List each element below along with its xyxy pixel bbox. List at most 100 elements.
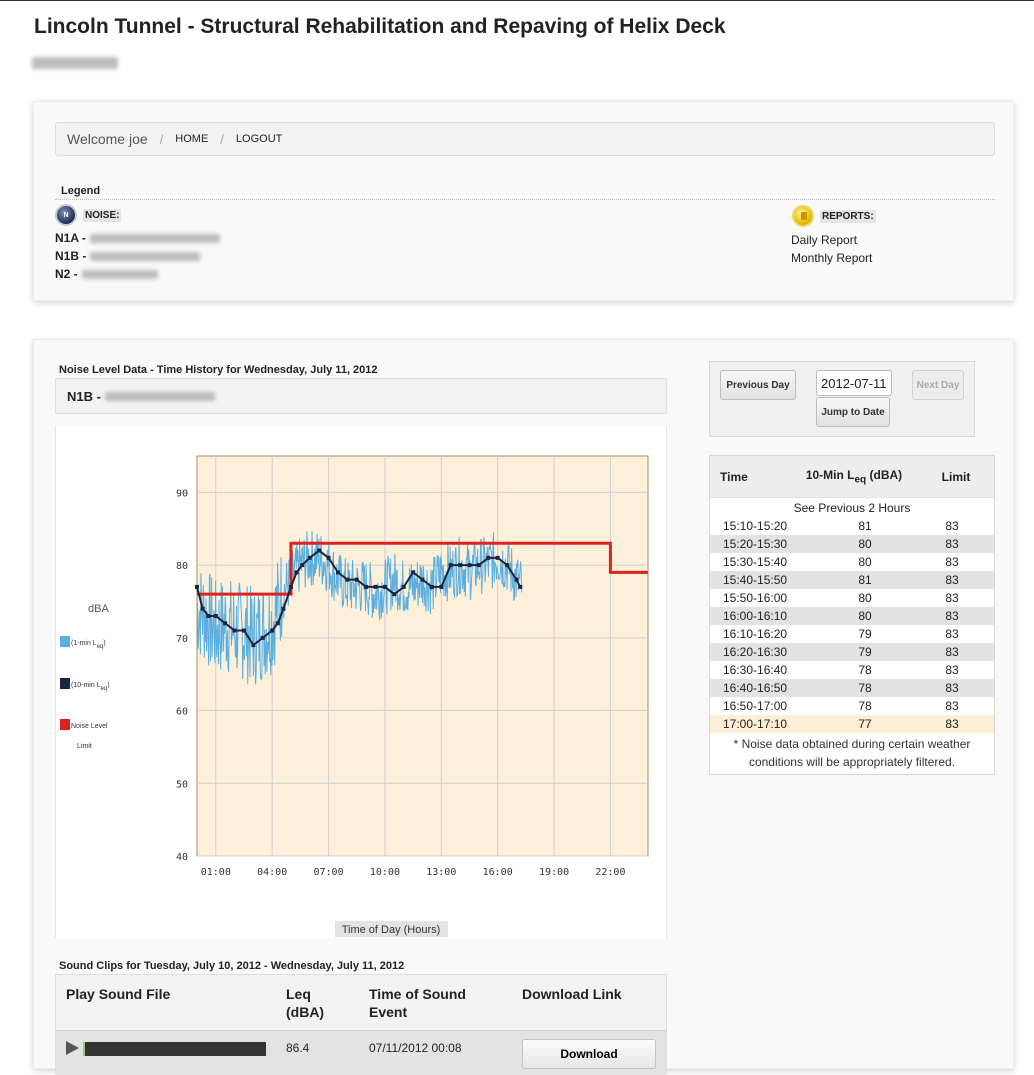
col-play: Play Sound File [66, 986, 171, 1002]
series-10min-leq-point [518, 584, 523, 589]
cell-time: 17:00-17:10 [723, 717, 788, 731]
x-tick-label: 16:00 [483, 867, 513, 878]
x-tick-label: 07:00 [313, 867, 343, 878]
breadcrumb: Welcome joe / HOME / LOGOUT [55, 122, 995, 156]
location-name-redacted [89, 233, 220, 243]
page-title: Lincoln Tunnel - Structural Rehabilitati… [34, 15, 726, 38]
series-10min-leq-point [429, 584, 434, 589]
y-axis-label: dBA [88, 603, 109, 615]
table-row: 15:40-15:50 81 83 [710, 571, 994, 589]
home-link[interactable]: HOME [175, 133, 209, 145]
series-10min-leq-point [335, 570, 340, 575]
cell-limit: 83 [945, 717, 959, 731]
cell-leq: 81 [858, 519, 872, 533]
play-icon[interactable] [66, 1041, 79, 1055]
cell-leq: 80 [858, 609, 872, 623]
location-label: N2 - [55, 267, 78, 281]
x-tick-label: 10:00 [370, 867, 400, 878]
daily-report-link[interactable]: Daily Report [791, 233, 858, 247]
logout-link[interactable]: LOGOUT [235, 133, 283, 145]
cell-time: 16:30-16:40 [723, 663, 788, 677]
table-row: 15:10-15:20 81 83 [710, 517, 994, 535]
legend-label: (1-min Leq) [71, 640, 106, 650]
series-10min-leq-point [505, 563, 510, 568]
series-10min-leq-point [213, 614, 218, 618]
cell-limit: 83 [945, 537, 959, 551]
previous-day-button[interactable]: Previous Day [720, 370, 796, 400]
welcome-text: Welcome joe [67, 131, 148, 147]
legend-swatch [60, 719, 70, 730]
monthly-report-link[interactable]: Monthly Report [791, 251, 873, 265]
location-item-n1b: N1B - [55, 249, 201, 263]
next-day-button[interactable]: Next Day [912, 370, 964, 400]
series-10min-leq-point [514, 577, 519, 582]
series-10min-leq-point [382, 584, 387, 589]
legend-label: Noise Level [71, 723, 108, 730]
cell-time: 15:40-15:50 [723, 573, 788, 587]
cell-time: 16:10-16:20 [723, 627, 788, 641]
y-tick-label: 90 [176, 488, 188, 499]
download-button[interactable]: Download [522, 1039, 656, 1069]
clip-leq: 86.4 [286, 1041, 310, 1055]
audio-progress-bar[interactable] [83, 1042, 266, 1056]
legend-label-subscript: eq [101, 686, 108, 692]
series-10min-leq-point [411, 570, 416, 575]
jump-to-date-button[interactable]: Jump to Date [816, 397, 890, 427]
legend-swatch [60, 636, 70, 647]
table-row: 15:20-15:30 80 83 [710, 535, 994, 553]
series-10min-leq-point [448, 563, 453, 568]
series-10min-leq-point [439, 584, 444, 589]
location-item-n2: N2 - [55, 267, 158, 281]
noise-legend-header: N NOISE: [55, 204, 122, 226]
legend-title: Legend [61, 185, 101, 197]
sound-clips-table: Play Sound File Leq (dBA) Time of Sound Ev… [55, 974, 667, 1075]
chart-location-bar: N1B - [55, 378, 667, 414]
x-axis-label-bg [335, 921, 448, 937]
col-time: Time [720, 469, 748, 484]
series-10min-leq-point [288, 584, 293, 589]
series-10min-leq-point [401, 584, 406, 589]
leq-table: Time 10-Min Leq (dBA) Limit See Previous… [709, 455, 995, 775]
series-10min-leq-point [260, 635, 265, 640]
date-input[interactable] [816, 370, 892, 396]
breadcrumb-separator: / [220, 131, 224, 147]
noise-section-title: Noise Level Data - Time History for Wedn… [59, 364, 378, 376]
cell-leq: 78 [858, 663, 872, 677]
legend-label: (10-min Leq) [71, 682, 110, 692]
cell-leq: 80 [858, 591, 872, 605]
legend-label-suffix: ) [107, 682, 109, 689]
legend-label-text: (10-min L [71, 682, 101, 689]
table-row: 16:00-16:10 80 83 [710, 607, 994, 625]
y-tick-label: 60 [176, 707, 188, 718]
x-tick-label: 22:00 [595, 867, 625, 878]
leq-table-header: Time 10-Min Leq (dBA) Limit [710, 456, 994, 498]
legend-label-suffix: ) [103, 640, 105, 647]
series-10min-leq-point [458, 563, 463, 568]
series-10min-leq-point [373, 584, 378, 589]
series-10min-leq-point [270, 628, 275, 633]
series-10min-leq-point [354, 577, 359, 582]
cell-leq: 78 [858, 681, 872, 695]
cell-limit: 83 [945, 609, 959, 623]
series-10min-leq-point [251, 643, 256, 648]
table-row: 15:50-16:00 80 83 [710, 589, 994, 607]
series-10min-leq-point [467, 563, 472, 568]
x-tick-label: 19:00 [539, 867, 569, 878]
table-row: 16:20-16:30 79 83 [710, 643, 994, 661]
cell-time: 15:20-15:30 [723, 537, 788, 551]
series-10min-leq-point [232, 628, 237, 633]
cell-time: 15:50-16:00 [723, 591, 788, 605]
series-10min-leq-point [420, 577, 425, 582]
x-tick-label: 13:00 [426, 867, 456, 878]
date-navigation: Previous Day Jump to Date Next Day [709, 361, 975, 437]
y-tick-label: 40 [176, 852, 188, 863]
cell-time: 16:20-16:30 [723, 645, 788, 659]
see-previous-link[interactable]: See Previous 2 Hours [793, 501, 911, 515]
reports-label: REPORTS: [820, 209, 876, 223]
series-10min-leq-point [317, 548, 322, 553]
y-tick-label: 70 [176, 634, 188, 645]
cell-leq: 80 [858, 537, 872, 551]
cell-leq: 79 [858, 645, 872, 659]
weather-note: * Noise data obtained during certain wea… [733, 737, 971, 769]
series-10min-leq-point [345, 577, 350, 582]
